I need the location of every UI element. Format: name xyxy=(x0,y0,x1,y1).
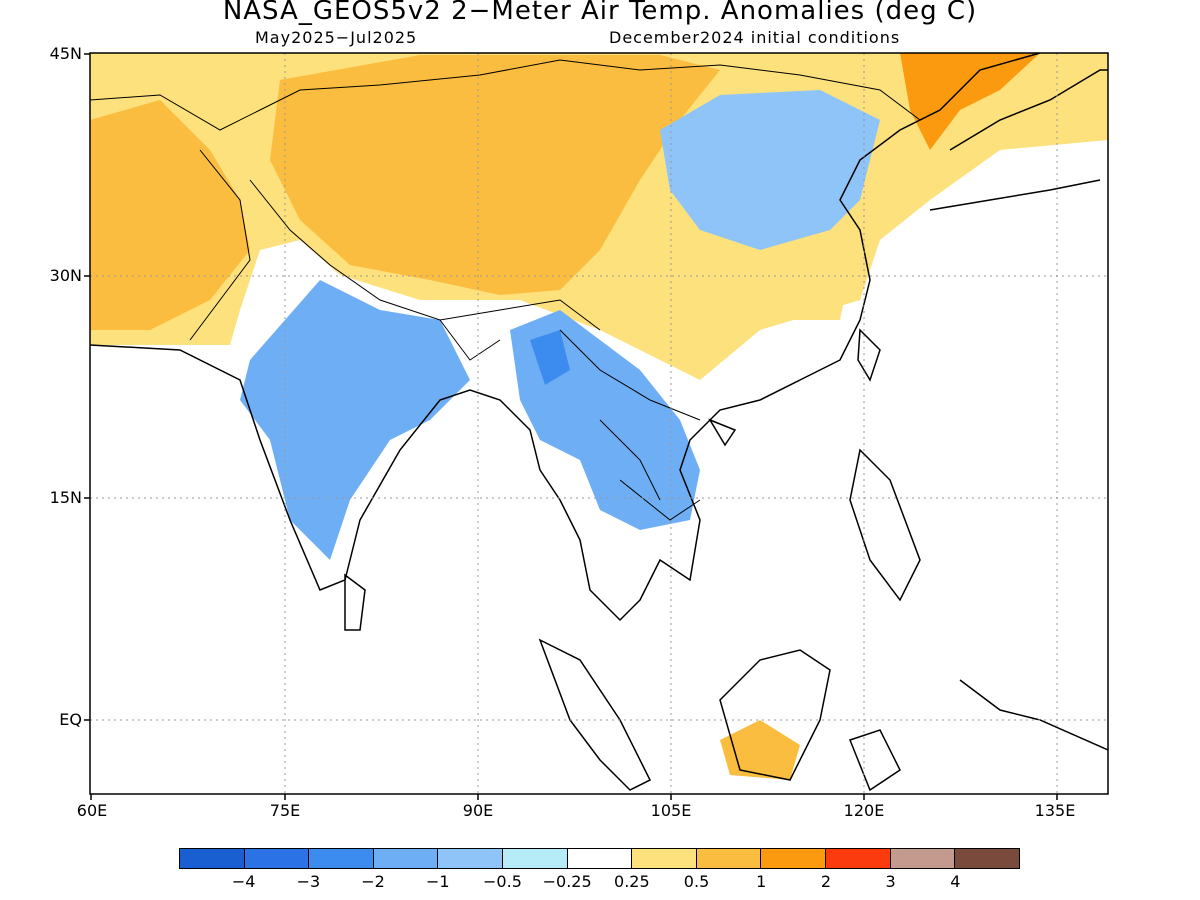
colorbar-tick-label: −0.25 xyxy=(542,872,592,891)
anomaly-region-north-china-cool xyxy=(660,90,880,250)
colorbar-tick-label: −3 xyxy=(296,872,321,891)
lon-label-105e: 105E xyxy=(650,801,692,820)
colorbar-tick-label: −0.5 xyxy=(483,872,522,891)
colorbar-tick-label: −1 xyxy=(425,872,450,891)
colorbar-swatch xyxy=(826,849,891,868)
axis-ticks xyxy=(84,53,1058,800)
colorbar-tick-label: 3 xyxy=(885,872,896,891)
lat-label-30n: 30N xyxy=(49,266,82,285)
anomaly-field xyxy=(90,53,1108,792)
lat-label-15n: 15N xyxy=(49,488,82,507)
anomaly-region-south-china-warm xyxy=(730,240,850,320)
colorbar-swatch xyxy=(373,849,439,868)
map-title: NASA_GEOS5v2 2−Meter Air Temp. Anomalies… xyxy=(222,0,978,26)
colorbar-tick-label: 0.5 xyxy=(683,872,710,891)
coastlines xyxy=(90,53,1108,792)
lon-label-75e: 75E xyxy=(269,801,301,820)
colorbar-swatch xyxy=(890,849,956,868)
init-subtitle: December2024 initial conditions xyxy=(609,28,901,47)
anomaly-region-northeast-asia-warm xyxy=(900,53,1040,150)
colorbar-swatch xyxy=(632,849,697,868)
colorbar-swatch xyxy=(696,849,762,868)
colorbar-tick-label: 1 xyxy=(756,872,767,891)
lon-label-120e: 120E xyxy=(843,801,885,820)
lat-label-45n: 45N xyxy=(49,44,82,63)
colorbar-tick-label: 2 xyxy=(820,872,832,891)
colorbar-tick-label: 4 xyxy=(950,872,961,891)
gridlines xyxy=(90,53,1108,794)
colorbar-swatch xyxy=(180,849,245,868)
colorbar-swatch xyxy=(503,849,568,868)
borders xyxy=(90,59,921,521)
colorbar xyxy=(179,848,1020,869)
colorbar-swatch xyxy=(309,849,374,868)
lon-label-135e: 135E xyxy=(1034,801,1076,820)
anomaly-region-india-cool xyxy=(240,280,470,560)
colorbar-swatch xyxy=(438,849,504,868)
colorbar-swatch xyxy=(567,849,633,868)
plot-frame xyxy=(89,52,1109,795)
colorbar-tick-label: −2 xyxy=(361,872,385,891)
lon-label-90e: 90E xyxy=(462,801,494,820)
colorbar-swatch xyxy=(761,849,827,868)
colorbar-tick-label: 0.25 xyxy=(614,872,650,891)
anomaly-region-borneo-warm xyxy=(720,720,800,780)
colorbar-tick-label: −4 xyxy=(231,872,256,891)
colorbar-swatch xyxy=(955,849,1019,868)
colorbar-swatch xyxy=(244,849,310,868)
anomaly-region-myanmar-core-cool xyxy=(530,330,570,385)
period-subtitle: May2025−Jul2025 xyxy=(255,28,418,47)
anomaly-region-iran-afghanistan-warm xyxy=(90,100,250,330)
lat-label-eq: EQ xyxy=(59,710,82,729)
anomaly-region-tibet-mongolia-warm xyxy=(270,55,720,295)
lon-label-60e: 60E xyxy=(76,801,108,820)
